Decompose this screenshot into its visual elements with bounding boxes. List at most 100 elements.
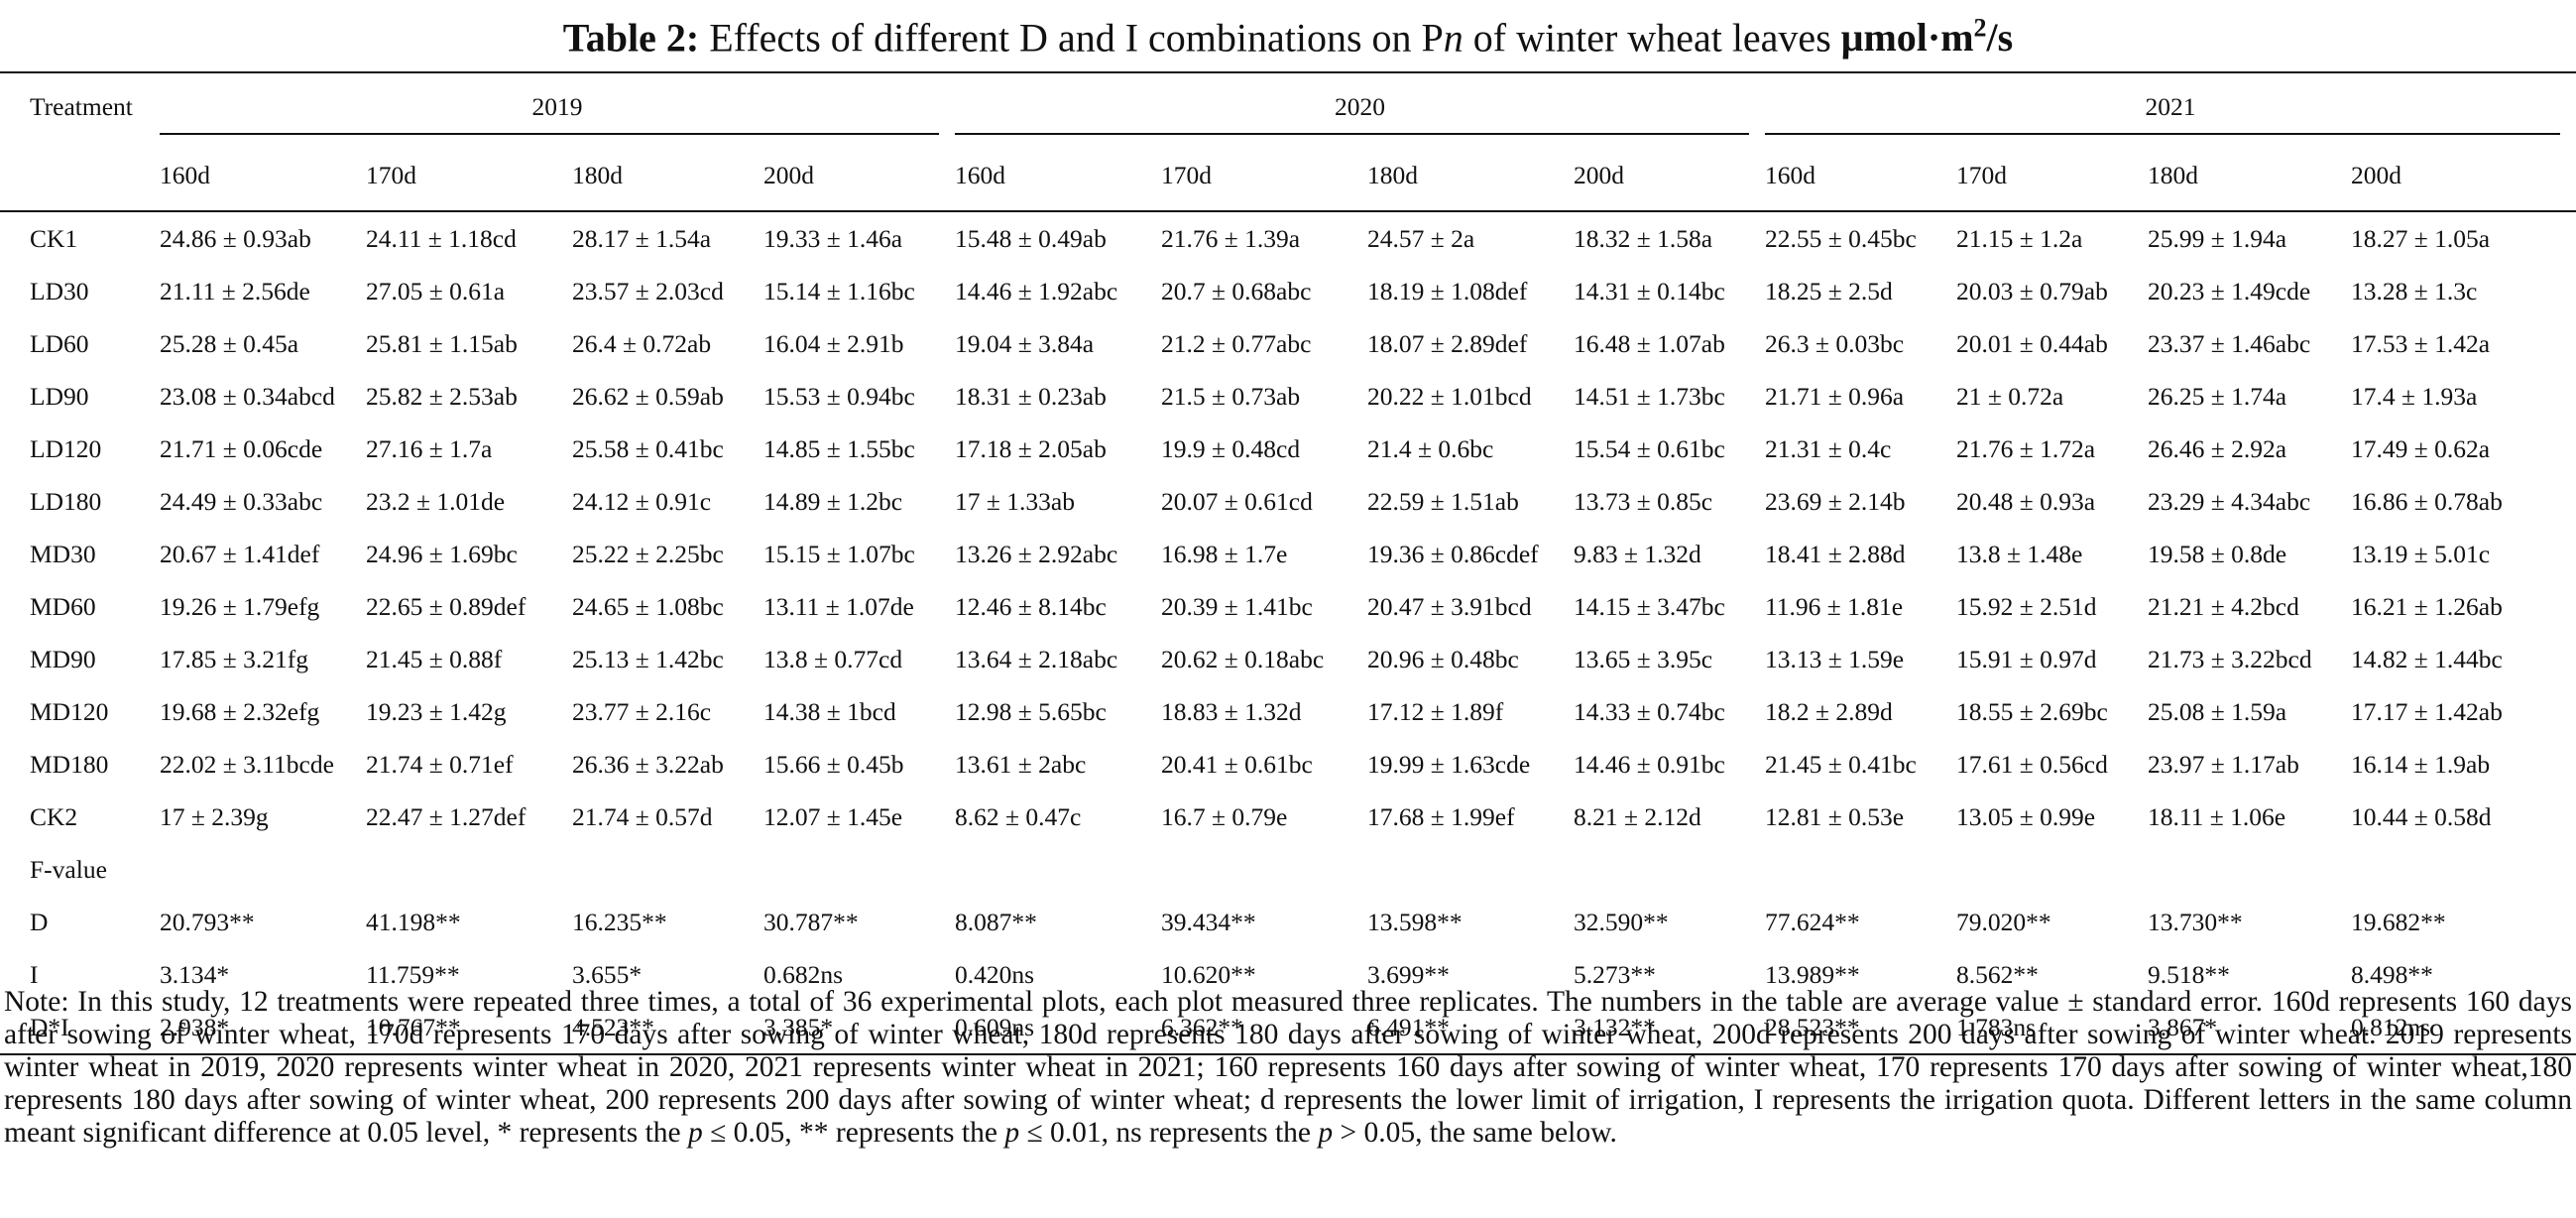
table-cell: 18.27 ± 1.05a [2351, 210, 2576, 265]
table-cell: 17.49 ± 0.62a [2351, 433, 2491, 463]
table-cell: 20.96 ± 0.48bc [1367, 644, 1519, 673]
table-cell: 19.26 ± 1.79efg [160, 591, 320, 621]
table-cell: 18.25 ± 2.5d [1765, 276, 1893, 305]
table-cell: 21.45 ± 0.41bc [1765, 749, 1917, 779]
table-cell: 13.28 ± 1.3c [2351, 276, 2478, 305]
table-cell: 10.767** [366, 1001, 572, 1055]
row-label: CK2 [30, 801, 78, 831]
table-cell: 24.86 ± 0.93ab [160, 210, 366, 265]
fvalue-blank [572, 843, 763, 896]
title-unit-main: μmol·m [1840, 15, 1974, 61]
note-p-symbol: p [687, 1117, 703, 1149]
table-cell: 0.609ns [955, 1001, 1161, 1055]
table-cell: 14.38 ± 1bcd [763, 696, 896, 726]
table-cell: 3.132** [1574, 1001, 1765, 1055]
table-cell: 23.57 ± 2.03cd [572, 276, 724, 305]
table-cell: 20.01 ± 0.44ab [1956, 328, 2108, 358]
table-row: LD60 25.28 ± 0.45a 25.81 ± 1.15ab 26.4 ± 0.… [0, 317, 2576, 370]
row-label: LD90 [30, 381, 89, 411]
table-cell: 79.020** [1956, 907, 2051, 936]
table-cell: 11.759** [366, 959, 460, 989]
table-cell: 32.590** [1574, 907, 1669, 936]
table-cell: 24.65 ± 1.08bc [572, 591, 724, 621]
table-cell: 14.31 ± 0.14bc [1574, 276, 1725, 305]
table-cell: 21.76 ± 1.39a [1161, 210, 1367, 265]
note-part-4: > 0.05, the same below. [1340, 1117, 1617, 1149]
table-cell: 23.37 ± 1.46abc [2148, 328, 2311, 358]
table-cell: 26.4 ± 0.72ab [572, 328, 712, 358]
table-cell: 18.31 ± 0.23ab [955, 381, 1107, 411]
table-cell: 18.55 ± 2.69bc [1956, 696, 2108, 726]
table-cell: 16.86 ± 0.78ab [2351, 486, 2503, 516]
title-text-after: of winter wheat leaves [1472, 15, 1831, 61]
table-cell: 21.45 ± 0.88f [366, 644, 503, 673]
table-cell: 17.61 ± 0.56cd [1956, 749, 2108, 779]
table-cell: 15.91 ± 0.97d [1956, 644, 2097, 673]
day-header: 200d [763, 161, 814, 189]
fvalue-blank [160, 843, 366, 896]
table-cell: 16.235** [572, 907, 667, 936]
day-header: 200d [1574, 161, 1624, 189]
table-cell: 16.14 ± 1.9ab [2351, 749, 2491, 779]
row-label: MD120 [30, 696, 109, 726]
table-cell: 13.8 ± 0.77cd [763, 644, 903, 673]
table-cell: 8.562** [1956, 959, 2039, 989]
table-cell: 12.81 ± 0.53e [1765, 801, 1905, 831]
table-cell: 13.61 ± 2abc [955, 749, 1087, 779]
table-cell: 23.97 ± 1.17ab [2148, 749, 2299, 779]
table-cell: 8.21 ± 2.12d [1574, 801, 1701, 831]
table-cell: 15.92 ± 2.51d [1956, 591, 2097, 621]
table-cell: 21.74 ± 0.57d [572, 801, 713, 831]
table-cell: 12.46 ± 8.14bc [955, 591, 1107, 621]
table-cell: 2.938* [160, 1001, 366, 1055]
table-cell: 12.07 ± 1.45e [763, 801, 903, 831]
table-cell: 13.730** [2148, 907, 2243, 936]
note-p-symbol: p [1318, 1117, 1334, 1149]
fvalue-blank [955, 843, 1161, 896]
table-cell: 15.53 ± 0.94bc [763, 381, 915, 411]
table-title: Table 2: Effects of different D and I co… [0, 4, 2576, 62]
table-cell: 23.29 ± 4.34abc [2148, 486, 2311, 516]
table-cell: 0.812ns [2351, 1001, 2576, 1055]
fvalue-label: F-value [30, 854, 107, 884]
table-cell: 18.11 ± 1.06e [2148, 801, 2286, 831]
fvalue-blank [1956, 843, 2148, 896]
note-part-1: Note: In this study, 12 treatments were … [4, 986, 2572, 1149]
fvalue-row: F-value [0, 843, 2576, 896]
table-cell: 13.64 ± 2.18abc [955, 644, 1118, 673]
table-row: CK2 17 ± 2.39g 22.47 ± 1.27def 21.74 ± 0.57… [0, 791, 2576, 843]
table-cell: 6.491** [1367, 1001, 1574, 1055]
table-cell: 25.13 ± 1.42bc [572, 644, 724, 673]
table-cell: 24.49 ± 0.33abc [160, 486, 323, 516]
table-row: LD120 21.71 ± 0.06cde 27.16 ± 1.7a 25.58 ± … [0, 423, 2576, 475]
day-header-blank [0, 141, 160, 211]
fvalue-blank [2148, 843, 2351, 896]
table-cell: 17.17 ± 1.42ab [2351, 696, 2503, 726]
table-cell: 14.85 ± 1.55bc [763, 433, 915, 463]
row-label: MD180 [30, 749, 109, 779]
title-unit-sup: 2 [1973, 14, 1987, 43]
table-cell: 16.21 ± 1.26ab [2351, 591, 2503, 621]
year-header-row: Treatment 2019 2020 2021 [0, 71, 2576, 141]
table-cell: 15.14 ± 1.16bc [763, 276, 915, 305]
table-cell: 18.07 ± 2.89def [1367, 328, 1528, 358]
year-header-2019: 2019 [160, 71, 955, 141]
table-cell: 16.7 ± 0.79e [1161, 801, 1288, 831]
table-cell: 25.99 ± 1.94a [2148, 210, 2351, 265]
table-cell: 23.08 ± 0.34abcd [160, 381, 335, 411]
table-cell: 11.96 ± 1.81e [1765, 591, 1904, 621]
table-row: CK1 24.86 ± 0.93ab 24.11 ± 1.18cd 28.17 ± 1… [0, 210, 2576, 265]
table-row: LD90 23.08 ± 0.34abcd 25.82 ± 2.53ab 26.62 … [0, 370, 2576, 423]
table-cell: 25.08 ± 1.59a [2148, 696, 2287, 726]
table-cell: 23.69 ± 2.14b [1765, 486, 1906, 516]
table-cell: 15.15 ± 1.07bc [763, 539, 915, 568]
table-cell: 19.23 ± 1.42g [366, 696, 507, 726]
table-cell: 19.9 ± 0.48cd [1161, 433, 1301, 463]
table-row: LD180 24.49 ± 0.33abc 23.2 ± 1.01de 24.12 ±… [0, 475, 2576, 528]
table-cell: 20.7 ± 0.68abc [1161, 276, 1312, 305]
table-cell: 21.15 ± 1.2a [1956, 210, 2148, 265]
title-unit: μmol·m2/s [1840, 14, 2013, 61]
fvalue-blank [763, 843, 955, 896]
table-cell: 17.53 ± 1.42a [2351, 328, 2491, 358]
table-cell: 1.783ns [1956, 1001, 2148, 1055]
